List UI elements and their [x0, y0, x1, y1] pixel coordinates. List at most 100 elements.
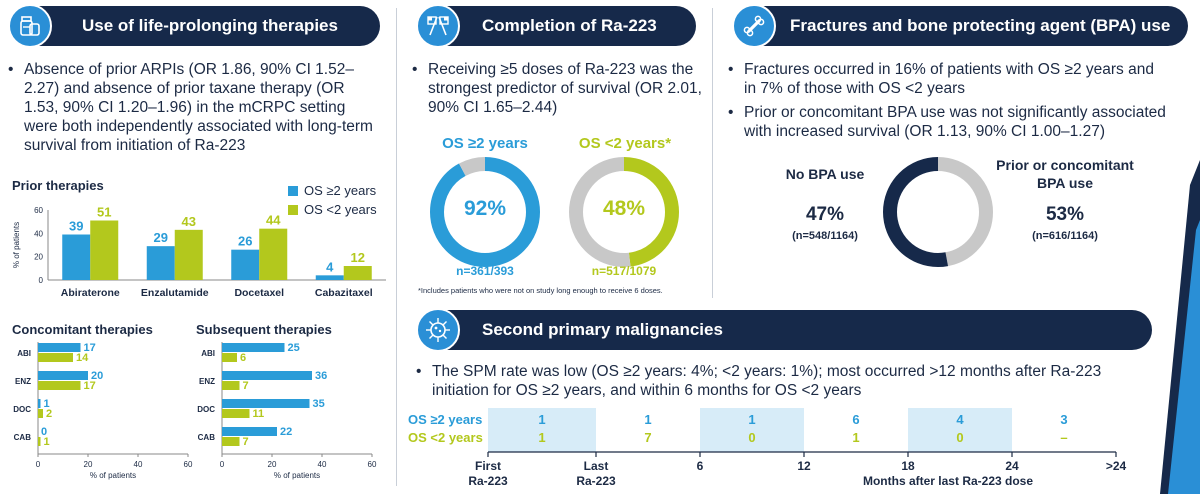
- y-tick-label: 20: [34, 253, 43, 262]
- bar: [222, 343, 285, 352]
- data-label: 14: [76, 352, 89, 364]
- donut-os-ge2-n: n=361/393: [456, 264, 514, 278]
- bar: [62, 234, 91, 280]
- prior-therapies-chart: 0 20 40 60 % of patients 39 51 Abiraterone 29 43 E…: [12, 205, 386, 299]
- bpa-use-value: 53%: [1045, 204, 1085, 225]
- data-label: 11: [253, 408, 265, 420]
- subsequent-therapies-chart: 0 20 40 60 % of patients ABI 25 6 ENZ 36 7 DOC 35 11 C…: [197, 342, 377, 480]
- no-bpa-label: No BPA use: [785, 166, 865, 182]
- x-tick-label: Enzalutamide: [141, 287, 209, 299]
- cell-value: 6: [852, 412, 859, 427]
- spm-bullet: The SPM rate was low (OS ≥2 years: 4%; <…: [416, 362, 1146, 400]
- fractures-bullet-2: Prior or concomitant BPA use was not sig…: [728, 103, 1168, 141]
- concomitant-title: Concomitant therapies: [12, 322, 153, 337]
- donut-os-ge2: [430, 157, 540, 267]
- cell-value: 0: [956, 430, 963, 445]
- legend-swatch-blue: [288, 185, 298, 196]
- subsequent-title: Subsequent therapies: [196, 322, 332, 337]
- data-label: 25: [288, 342, 300, 354]
- data-label: 20: [91, 370, 103, 382]
- y-tick-label: ENZ: [15, 377, 31, 386]
- fractures-title: Fractures and bone protecting agent (BPA…: [790, 16, 1171, 35]
- data-label: 22: [280, 426, 292, 438]
- x-tick-label: 0: [220, 460, 225, 469]
- data-label: 35: [313, 398, 325, 410]
- donut-os-ge2-title: OS ≥2 years: [442, 135, 528, 152]
- data-label: 12: [351, 250, 365, 265]
- bar: [222, 427, 277, 436]
- timeline-label: 24: [1005, 459, 1019, 473]
- row-label: OS ≥2 years: [408, 412, 482, 427]
- timeline-label: 6: [697, 459, 704, 473]
- data-label: 0: [41, 426, 47, 438]
- no-bpa-n: (n=548/1164): [792, 230, 858, 242]
- bar: [38, 353, 73, 362]
- bar: [222, 371, 312, 380]
- timeline-label: 12: [797, 459, 811, 473]
- donut-os-ge2-value: 92%: [463, 197, 507, 220]
- y-tick-label: DOC: [13, 405, 31, 414]
- bar: [222, 409, 250, 418]
- data-label: 26: [238, 234, 252, 249]
- bpa-donut: [883, 157, 993, 267]
- divider: [396, 8, 397, 486]
- bar: [315, 275, 344, 280]
- donut-os-lt2-title: OS <2 years*: [578, 135, 672, 152]
- cell-value: 1: [538, 412, 545, 427]
- therapies-title: Use of life-prolonging therapies: [82, 16, 338, 35]
- therapies-bullet: Absence of prior ARPIs (OR 1.86, 90% CI …: [8, 60, 380, 155]
- x-tick-label: Abiraterone: [61, 287, 120, 299]
- row-label: OS <2 years: [408, 430, 483, 445]
- x-tick-label: Docetaxel: [234, 287, 284, 299]
- x-tick-label: 0: [36, 460, 41, 469]
- y-tick-label: ABI: [201, 349, 215, 358]
- timeline-label: 18: [901, 459, 915, 473]
- y-tick-label: ENZ: [199, 377, 215, 386]
- bar: [343, 266, 372, 280]
- legend-os-lt2: OS <2 years: [288, 202, 377, 217]
- spm-title: Second primary malignancies: [482, 320, 723, 339]
- bar: [222, 437, 240, 446]
- y-tick-label: CAB: [14, 433, 32, 442]
- checkered-flags-icon: [416, 4, 460, 48]
- spm-bullets: The SPM rate was low (OS ≥2 years: 4%; <…: [416, 362, 1146, 405]
- bar: [38, 381, 81, 390]
- bar: [222, 353, 237, 362]
- data-label: 7: [243, 436, 249, 448]
- x-axis-label: % of patients: [274, 471, 320, 480]
- virus-cell-icon: [416, 308, 460, 352]
- spm-header: Second primary malignancies: [416, 308, 1152, 352]
- bar: [90, 220, 119, 280]
- timeline-axis-title: Months after last Ra-223 dose: [863, 474, 1033, 488]
- spm-timeline: OS ≥2 years 1 1 1 6 4 3OS <2 years 1 7 0 1 0 –FirstR…: [408, 408, 1127, 488]
- y-tick-label: 0: [39, 276, 44, 285]
- legend-os-ge2: OS ≥2 years: [288, 183, 376, 198]
- donut-os-lt2-n: n=517/1079: [591, 264, 657, 278]
- cell-value: 7: [644, 430, 651, 445]
- cell-value: 0: [748, 430, 755, 445]
- data-label: 39: [69, 219, 83, 234]
- x-tick-label: 60: [368, 460, 377, 469]
- bar: [174, 229, 203, 280]
- cell-value: 4: [956, 412, 964, 427]
- bone-icon: [732, 4, 776, 48]
- data-label: 2: [46, 408, 52, 420]
- timeline-label: Last: [584, 459, 609, 473]
- cell-value: –: [1060, 430, 1067, 445]
- legend-swatch-green: [288, 204, 298, 215]
- bar: [146, 246, 175, 280]
- y-tick-label: DOC: [197, 405, 215, 414]
- donut-slice: [569, 157, 679, 267]
- shaded-interval: [700, 408, 804, 452]
- data-label: 4: [326, 259, 334, 274]
- donut-slice: [883, 157, 993, 267]
- shaded-interval: [908, 408, 1012, 452]
- data-label: 43: [182, 214, 196, 229]
- cell-value: 1: [644, 412, 651, 427]
- prior-therapies-title: Prior therapies: [12, 178, 104, 193]
- bar: [38, 343, 81, 352]
- donut-os-lt2: [569, 157, 679, 267]
- completion-title: Completion of Ra-223: [482, 16, 657, 35]
- bar: [259, 228, 288, 280]
